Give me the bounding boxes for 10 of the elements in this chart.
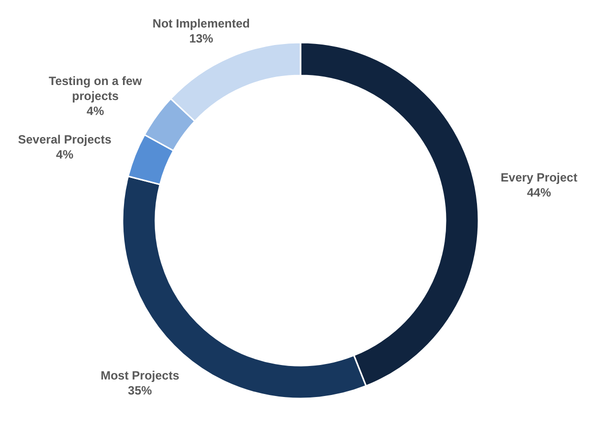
data-label: 44% xyxy=(526,185,552,200)
data-label: 35% xyxy=(128,383,152,398)
data-label: 4% xyxy=(56,147,74,162)
slice-label: Every Project xyxy=(500,170,578,184)
slice-label: Several Projects xyxy=(18,132,112,146)
slice-label: Most Projects xyxy=(100,368,180,382)
slice-label: Not Implemented xyxy=(152,16,250,30)
slice-label: Testing on a few projects xyxy=(48,74,143,104)
data-label: 4% xyxy=(86,104,104,118)
data-label: 13% xyxy=(189,31,214,46)
